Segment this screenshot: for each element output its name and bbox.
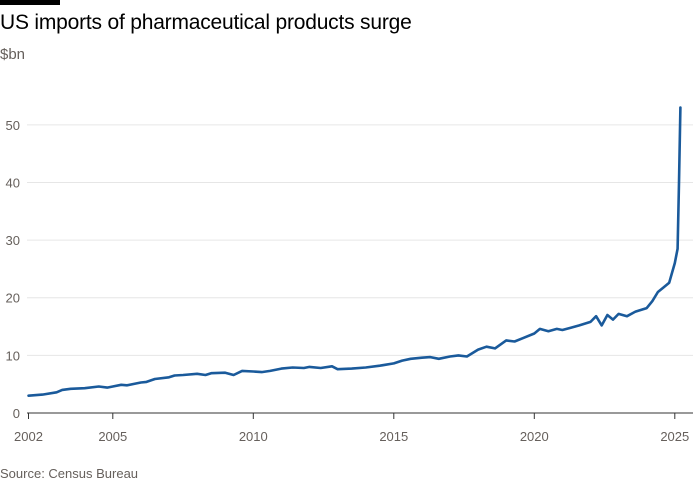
- y-tick-label: 30: [6, 233, 20, 248]
- x-tick-label: 2015: [379, 429, 408, 444]
- x-tick-label: 2005: [98, 429, 127, 444]
- series-layer: [27, 106, 682, 398]
- y-tick-label: 20: [6, 291, 20, 306]
- y-tick-label: 0: [13, 406, 20, 421]
- y-tick-label: 50: [6, 118, 20, 133]
- series-line: [27, 106, 682, 398]
- gridlines: [27, 124, 693, 356]
- x-tick-label: 2025: [660, 429, 689, 444]
- x-tick-label: 2020: [520, 429, 549, 444]
- y-tick-label: 10: [6, 348, 20, 363]
- unit-label: $bn: [0, 46, 26, 63]
- y-axis-labels: 0 10 20 30 40 50: [6, 118, 20, 421]
- top-rule: [0, 0, 60, 5]
- y-tick-label: 40: [6, 175, 20, 190]
- x-tick-label: 2010: [239, 429, 268, 444]
- x-axis: 2002 2005 2010 2015 2020 2025: [14, 412, 693, 444]
- source-note: Source: Census Bureau: [0, 466, 139, 481]
- chart-title: US imports of pharmaceutical products su…: [0, 11, 412, 34]
- x-tick-label: 2002: [14, 429, 43, 444]
